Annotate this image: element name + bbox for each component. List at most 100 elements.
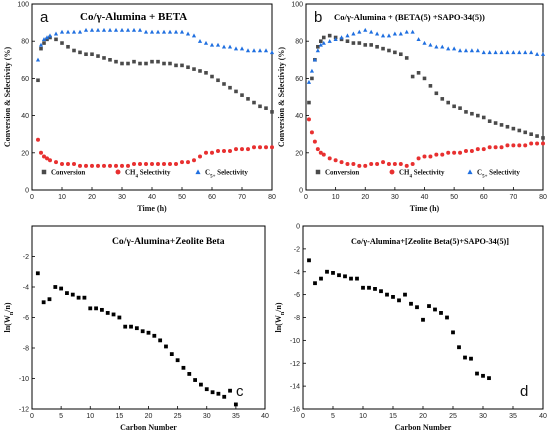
data-point — [415, 305, 419, 310]
series-ch-selectivity — [36, 137, 274, 168]
x-tick-label: 40 — [421, 194, 429, 201]
data-point — [180, 160, 184, 165]
data-point — [246, 97, 250, 101]
data-point — [404, 29, 409, 34]
data-point — [42, 154, 46, 159]
data-point — [511, 143, 516, 148]
x-tick-label: 20 — [419, 413, 427, 420]
data-point — [428, 154, 433, 159]
x-tick-label: 40 — [148, 194, 156, 201]
data-point — [422, 40, 427, 45]
data-point — [404, 56, 409, 60]
data-point — [445, 315, 449, 320]
y-axis-label: ln(Wn/n) — [3, 302, 15, 332]
panel-d: 0 5 10 15 20 25 30 35 40 0 -2 -4 -6 -8 -10 -12 -14 -16 Car… — [274, 224, 547, 433]
data-point — [315, 48, 320, 53]
x-tick-label: 20 — [145, 413, 153, 420]
data-point — [239, 46, 245, 51]
data-point — [162, 161, 166, 166]
data-point — [386, 33, 392, 38]
data-point — [363, 43, 368, 47]
data-point — [349, 276, 353, 281]
data-point — [65, 291, 69, 295]
data-point — [493, 50, 498, 55]
x-tick-label: 15 — [389, 413, 397, 420]
data-point — [458, 150, 463, 155]
data-point — [209, 42, 215, 47]
data-point — [204, 150, 208, 155]
data-point — [476, 113, 480, 118]
data-point — [94, 306, 98, 311]
data-point — [228, 85, 232, 90]
x-tick-label: 5 — [59, 413, 63, 420]
data-point — [96, 54, 100, 58]
data-point — [381, 46, 385, 51]
legend-item: Conversion — [315, 169, 359, 177]
data-point — [90, 163, 94, 168]
data-point — [333, 37, 338, 42]
data-point — [440, 44, 445, 49]
data-point — [228, 148, 232, 153]
data-point — [263, 48, 269, 53]
panel-letter: d — [520, 383, 528, 400]
data-point — [398, 31, 403, 36]
data-point — [321, 35, 326, 40]
data-point — [59, 29, 65, 34]
data-point — [433, 307, 437, 312]
data-point — [146, 330, 151, 335]
data-point — [316, 44, 320, 49]
data-point — [306, 79, 312, 84]
data-point — [321, 40, 326, 45]
legend-item: Conversion — [41, 169, 85, 177]
data-point — [66, 44, 70, 49]
x-tick-label: 15 — [115, 413, 123, 420]
data-point — [315, 147, 320, 152]
data-point — [529, 50, 534, 55]
data-point — [210, 150, 214, 155]
data-point — [222, 394, 227, 399]
data-point — [227, 44, 233, 49]
data-point — [499, 50, 504, 55]
y-tick-label: -12 — [19, 407, 29, 414]
data-point — [505, 143, 510, 148]
data-point — [345, 39, 350, 43]
data-point — [47, 33, 53, 38]
data-point — [337, 273, 341, 278]
x-tick-label: 30 — [391, 194, 399, 201]
data-point — [252, 145, 256, 150]
y-tick-label: 60 — [21, 76, 29, 83]
data-point — [144, 161, 148, 166]
y-tick-label: -8 — [23, 346, 29, 353]
data-point — [222, 148, 226, 153]
x-tick-label: 60 — [208, 194, 216, 201]
data-point — [475, 371, 479, 376]
data-point — [452, 150, 457, 155]
data-point — [446, 150, 451, 155]
data-point — [386, 161, 391, 166]
data-point — [36, 137, 40, 142]
data-point — [385, 292, 389, 297]
data-point — [126, 163, 130, 168]
data-point — [210, 390, 215, 395]
data-point — [138, 61, 142, 66]
data-point — [351, 31, 356, 36]
legend-marker — [467, 169, 473, 175]
data-point — [269, 50, 275, 55]
data-point — [108, 58, 112, 62]
y-tick-label: -10 — [19, 376, 29, 383]
data-point — [517, 50, 522, 55]
data-point — [114, 163, 118, 168]
data-point — [264, 145, 268, 150]
data-point — [84, 52, 88, 57]
y-axis-label-part: /n) — [274, 302, 283, 313]
data-point — [487, 119, 492, 123]
data-point — [119, 27, 125, 32]
data-point — [181, 365, 186, 370]
data-point — [529, 141, 534, 146]
data-point — [216, 148, 220, 153]
x-tick-label: 70 — [238, 194, 246, 201]
data-point — [168, 61, 172, 66]
data-point — [511, 50, 516, 55]
data-point — [369, 29, 374, 34]
x-axis-label: Carbon Number — [395, 423, 452, 432]
